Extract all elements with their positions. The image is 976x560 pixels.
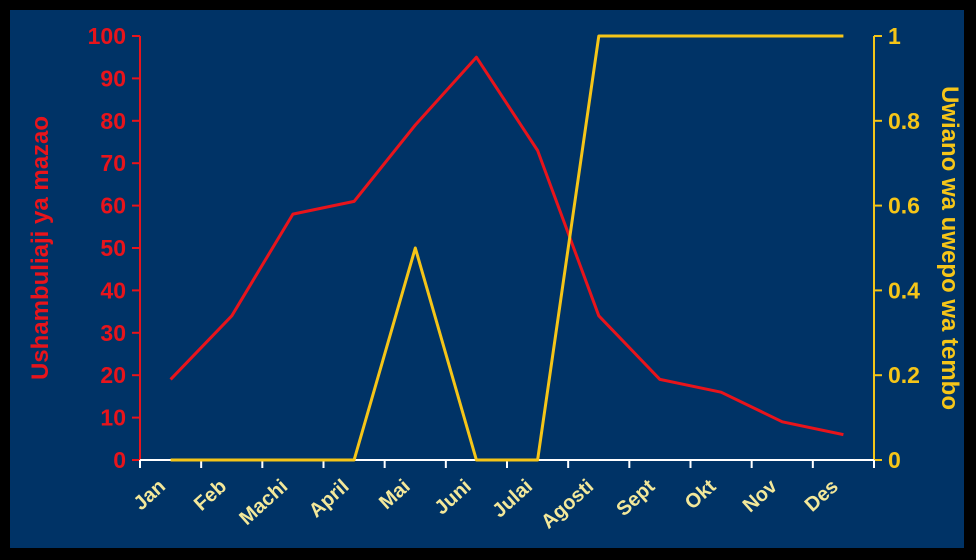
y-left-tick-label: 70 (100, 150, 126, 176)
y-right-tick-label: 0.6 (888, 193, 920, 219)
y-right-tick-label: 0.8 (888, 108, 920, 134)
y-left-tick-label: 40 (100, 277, 126, 303)
left-axis-series-line (169, 55, 844, 437)
series-group (169, 34, 844, 462)
y-left-axis-title: Ushambuliaji ya mazao (27, 116, 54, 380)
y-left-tick-label: 20 (100, 362, 126, 388)
y-left-tick-label: 10 (100, 405, 126, 431)
y-left-tick-label: 30 (100, 320, 126, 346)
y-left-tick-label: 90 (100, 65, 126, 91)
y-left-tick-label: 100 (88, 23, 126, 49)
y-left-tick-label: 0 (113, 447, 126, 473)
y-left-tick-label: 50 (100, 235, 126, 261)
right-axis-series-line (170, 34, 844, 462)
y-right-tick-label: 0 (888, 447, 901, 473)
y-left-tick-label: 80 (100, 108, 126, 134)
y-right-tick-label: 0.2 (888, 362, 920, 388)
y-right-tick-label: 0.4 (888, 277, 920, 303)
chart-background (10, 10, 964, 548)
y-right-axis-title: Uwiano wa uwepo wa tembo (936, 86, 963, 410)
chart-frame: 0 10 20 30 40 50 60 70 80 90 100 0 0.2 0.4 0.6 0.8 1 Jan F… (8, 8, 966, 550)
y-right-tick-label: 1 (888, 23, 901, 49)
y-left-tick-label: 60 (100, 193, 126, 219)
